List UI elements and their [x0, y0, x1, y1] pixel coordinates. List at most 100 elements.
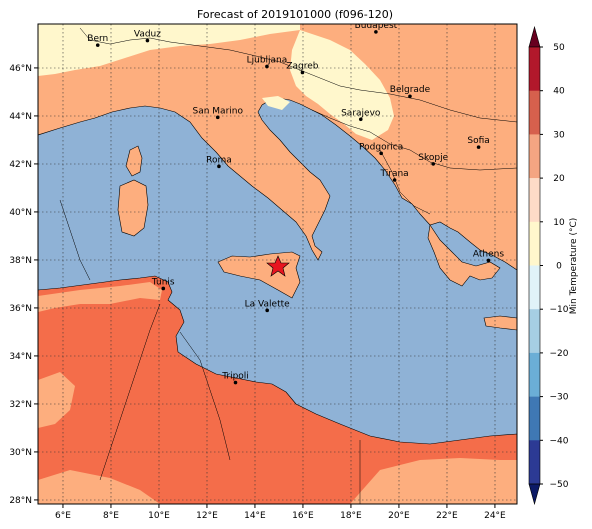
- city-dot: [145, 38, 150, 43]
- city-dot: [358, 117, 363, 122]
- y-axis-ticks: 28°N 30°N 32°N 34°N 36°N 38°N 40°N 42°N 44°N 46°N: [9, 64, 38, 506]
- x-tick-label: 14°E: [244, 511, 266, 521]
- colorbar-segment: [529, 440, 540, 485]
- colorbar-tick-label: −50: [550, 480, 569, 490]
- x-tick-label: 8°E: [103, 511, 119, 521]
- band-italy-apennine: [262, 96, 290, 110]
- city-label: Tirana: [380, 169, 409, 179]
- city-dot: [374, 30, 378, 34]
- x-axis-ticks: 6°E 8°E 10°E 12°E 14°E 16°E 18°E 20°E 22°E 24°E: [55, 504, 506, 521]
- city-label: Tunis: [151, 277, 175, 287]
- band-africa-west: [38, 372, 75, 428]
- city-label: Vaduz: [134, 30, 161, 40]
- band-africa-sw: [38, 470, 160, 504]
- band-alps: [38, 24, 300, 76]
- colorbar-segment: [529, 134, 540, 179]
- city-dot: [217, 164, 221, 169]
- x-tick-label: 18°E: [340, 511, 362, 521]
- colorbar-extend-bottom: [528, 483, 541, 506]
- land-corsica: [125, 145, 143, 177]
- colorbar-tick-label: 50: [553, 43, 565, 53]
- city-label: Belgrade: [390, 85, 431, 95]
- colorbar-tick-label: 0: [556, 262, 562, 272]
- band-africa-north: [38, 282, 162, 312]
- colorbar-segment: [529, 90, 540, 135]
- x-tick-label: 22°E: [436, 511, 458, 521]
- city-label: Budapest: [355, 21, 398, 31]
- city-dot: [95, 43, 100, 47]
- city-dot: [392, 178, 397, 182]
- y-tick-label: 32°N: [9, 400, 32, 410]
- country-borders: [59, 27, 517, 504]
- colorbar-tick-label: −40: [550, 436, 569, 446]
- star-marker: [266, 255, 290, 277]
- colorbar-segment: [529, 352, 540, 397]
- city-label: Roma: [206, 155, 232, 165]
- city-label: Bern: [87, 34, 108, 44]
- y-tick-label: 28°N: [9, 496, 32, 506]
- y-tick-label: 36°N: [9, 304, 32, 314]
- gridlines: [38, 24, 517, 504]
- city-label: Podgorica: [359, 142, 403, 152]
- city-label: Skopje: [418, 153, 448, 163]
- city-dot: [265, 308, 269, 313]
- x-tick-label: 16°E: [292, 511, 314, 521]
- colorbar-tick-label: 20: [553, 174, 565, 184]
- city-dot: [431, 162, 436, 166]
- city-label: La Valette: [245, 299, 290, 309]
- x-tick-label: 6°E: [55, 511, 71, 521]
- map-title: Forecast of 2019101000 (f096-120): [196, 8, 394, 21]
- y-tick-label: 42°N: [9, 160, 32, 170]
- band-africa-east: [350, 458, 517, 504]
- colorbar-tick-label: −20: [550, 349, 569, 359]
- city-label: Athens: [473, 249, 504, 259]
- colorbar-segment: [529, 178, 540, 223]
- city-dot: [161, 286, 166, 291]
- y-tick-label: 40°N: [9, 208, 32, 218]
- y-tick-label: 30°N: [9, 448, 32, 458]
- land-crete: [483, 315, 517, 331]
- colorbar-tick-label: 40: [553, 87, 565, 97]
- city-dot: [486, 258, 491, 263]
- colorbar-segment: [529, 47, 540, 91]
- y-tick-label: 44°N: [9, 112, 32, 122]
- y-tick-label: 38°N: [9, 256, 32, 266]
- city-dot: [265, 64, 269, 69]
- colorbar-label: Min Temperature (°C): [569, 218, 579, 315]
- colorbar-tick-label: 30: [553, 130, 565, 140]
- colorbar-segment: [529, 265, 540, 310]
- city-label: Tripoli: [221, 372, 249, 382]
- land-greece: [427, 224, 501, 287]
- colorbar-tick-label: −10: [550, 305, 569, 315]
- y-tick-label: 46°N: [9, 64, 32, 74]
- colorbar-tick-label: −30: [550, 393, 569, 403]
- land-europe: [38, 24, 517, 271]
- city-dot: [408, 94, 412, 99]
- city-label: Sarajevo: [341, 108, 381, 118]
- city-dot: [379, 151, 383, 156]
- map-frame: [37, 23, 518, 505]
- x-tick-label: 20°E: [388, 511, 410, 521]
- city-dot: [215, 115, 220, 120]
- colorbar-segment: [529, 396, 540, 441]
- colorbar-segment: [529, 221, 540, 266]
- x-tick-label: 10°E: [148, 511, 170, 521]
- city-dot: [476, 145, 481, 149]
- city-dot: [300, 70, 305, 75]
- land-africa: [38, 275, 517, 504]
- x-tick-label: 12°E: [196, 511, 218, 521]
- city-label: San Marino: [193, 106, 244, 116]
- city-label: Ljubljana: [247, 55, 288, 65]
- land-sardinia: [117, 179, 149, 237]
- city-label: Sofia: [467, 136, 489, 146]
- city-label: Zagreb: [286, 61, 318, 71]
- colorbar: 50 40 30 20 10 0 −10 −20 −30 −40 −50: [528, 25, 569, 506]
- band-balkans: [290, 30, 394, 140]
- y-tick-label: 34°N: [9, 352, 32, 362]
- colorbar-segment: [529, 309, 540, 354]
- city-dot: [233, 380, 238, 385]
